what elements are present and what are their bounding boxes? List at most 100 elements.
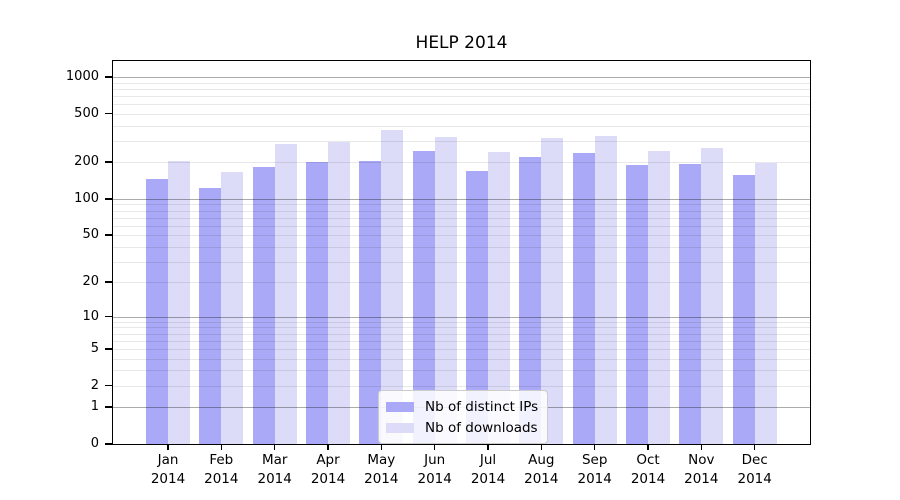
x-label-year: 2014 (737, 471, 772, 487)
minor-gridline (113, 358, 810, 360)
y-axis-tick-label: 20 (82, 274, 99, 290)
x-label-month: Apr (316, 452, 340, 468)
legend-swatch-downloads (386, 422, 414, 433)
minor-gridline (113, 225, 810, 227)
x-label-month: Oct (636, 452, 660, 468)
bar-distinct-ips-apr (306, 162, 328, 444)
y-axis-tick (105, 384, 112, 387)
minor-gridline (113, 104, 810, 105)
x-axis-tick-label: Nov 2014 (671, 451, 731, 489)
bar-distinct-ips-jan (146, 179, 168, 444)
x-label-month: Feb (209, 452, 234, 468)
x-axis-tick (167, 444, 169, 450)
major-gridline (113, 198, 810, 200)
x-axis-tick-label: May 2014 (351, 451, 411, 489)
legend-swatch-distinct-ips (386, 401, 414, 412)
minor-gridline (113, 348, 810, 350)
x-label-year: 2014 (577, 471, 612, 487)
x-label-month: Jul (479, 452, 497, 468)
y-axis-tick (105, 406, 112, 408)
minor-gridline (113, 95, 810, 97)
x-axis-tick (593, 444, 596, 450)
bar-downloads-may (381, 129, 404, 444)
x-axis-tick (647, 444, 649, 450)
x-axis-tick (700, 444, 703, 450)
x-axis-tick (433, 444, 436, 450)
bar-downloads-dec (754, 163, 777, 444)
y-axis-tick (105, 281, 112, 283)
y-axis-tick-label: 0 (90, 436, 99, 451)
x-label-year: 2014 (364, 471, 399, 487)
minor-gridline (113, 246, 810, 248)
bar-distinct-ips-aug (519, 157, 542, 444)
x-label-month: Jun (424, 452, 446, 468)
y-axis-tick-label: 2 (90, 377, 99, 393)
x-axis-tick-label: Apr 2014 (298, 451, 358, 489)
legend-label-downloads: Nb of downloads (425, 419, 538, 436)
x-axis-tick (220, 444, 223, 450)
bar-distinct-ips-jul (466, 170, 488, 444)
bar-downloads-feb (221, 171, 244, 444)
bar-distinct-ips-may (359, 161, 382, 444)
x-axis-tick-label: Jan 2014 (138, 451, 198, 489)
minor-gridline (113, 82, 810, 84)
legend-item-downloads: Nb of downloads (386, 417, 538, 438)
minor-gridline (113, 235, 810, 237)
minor-gridline (113, 210, 810, 212)
x-axis-tick (753, 444, 756, 450)
bar-downloads-jul (488, 151, 510, 444)
minor-gridline (113, 282, 810, 284)
y-axis-tick-label: 5 (90, 340, 99, 356)
y-axis-tick (105, 348, 112, 350)
legend-label-distinct-ips: Nb of distinct IPs (425, 398, 539, 415)
y-axis-tick (105, 443, 112, 445)
x-label-year: 2014 (257, 471, 292, 487)
x-axis-tick-label: Aug 2014 (511, 451, 571, 489)
x-axis-tick-label: Jun 2014 (405, 451, 465, 489)
x-label-month: Jan (157, 452, 179, 468)
y-axis-tick (105, 161, 112, 163)
bar-distinct-ips-nov (679, 163, 702, 444)
y-axis-tick-label: 500 (74, 105, 99, 121)
minor-gridline (113, 125, 810, 127)
y-axis-tick (105, 315, 112, 318)
bar-distinct-ips-feb (199, 188, 222, 444)
x-label-year: 2014 (310, 471, 346, 487)
y-axis-tick (105, 112, 112, 115)
minor-gridline (113, 340, 810, 342)
x-axis-tick (487, 444, 489, 450)
x-axis-tick-label: Feb 2014 (191, 451, 251, 489)
x-axis-tick (540, 444, 543, 450)
y-axis-tick-label: 10 (82, 308, 99, 324)
x-label-year: 2014 (204, 471, 239, 487)
y-axis-tick-label: 1000 (65, 68, 99, 84)
x-label-year: 2014 (417, 471, 452, 487)
y-axis-tick (105, 76, 112, 78)
y-axis-tick-label: 100 (74, 190, 99, 206)
bar-downloads-jun (434, 136, 457, 444)
minor-gridline (113, 333, 810, 335)
minor-gridline (113, 321, 810, 323)
x-label-month: May (367, 452, 396, 468)
x-axis-tick-label: Mar 2014 (245, 451, 305, 489)
bar-distinct-ips-mar (252, 166, 275, 444)
minor-gridline (113, 385, 810, 387)
bar-downloads-nov (701, 147, 724, 444)
x-label-month: Nov (688, 452, 715, 468)
x-label-month: Mar (261, 452, 288, 468)
x-label-year: 2014 (470, 471, 506, 487)
x-axis-tick (380, 444, 383, 450)
minor-gridline (113, 88, 810, 90)
major-gridline (113, 316, 810, 318)
y-axis-tick (105, 198, 112, 200)
minor-gridline (113, 370, 810, 372)
y-axis-tick (105, 234, 112, 236)
bar-distinct-ips-dec (732, 174, 755, 444)
chart-title: HELP 2014 (415, 33, 508, 53)
legend: Nb of distinct IPs Nb of downloads (378, 390, 549, 444)
x-label-year: 2014 (684, 471, 719, 487)
legend-item-distinct-ips: Nb of distinct IPs (386, 396, 538, 417)
minor-gridline (113, 261, 810, 263)
bar-downloads-sep (594, 136, 617, 444)
